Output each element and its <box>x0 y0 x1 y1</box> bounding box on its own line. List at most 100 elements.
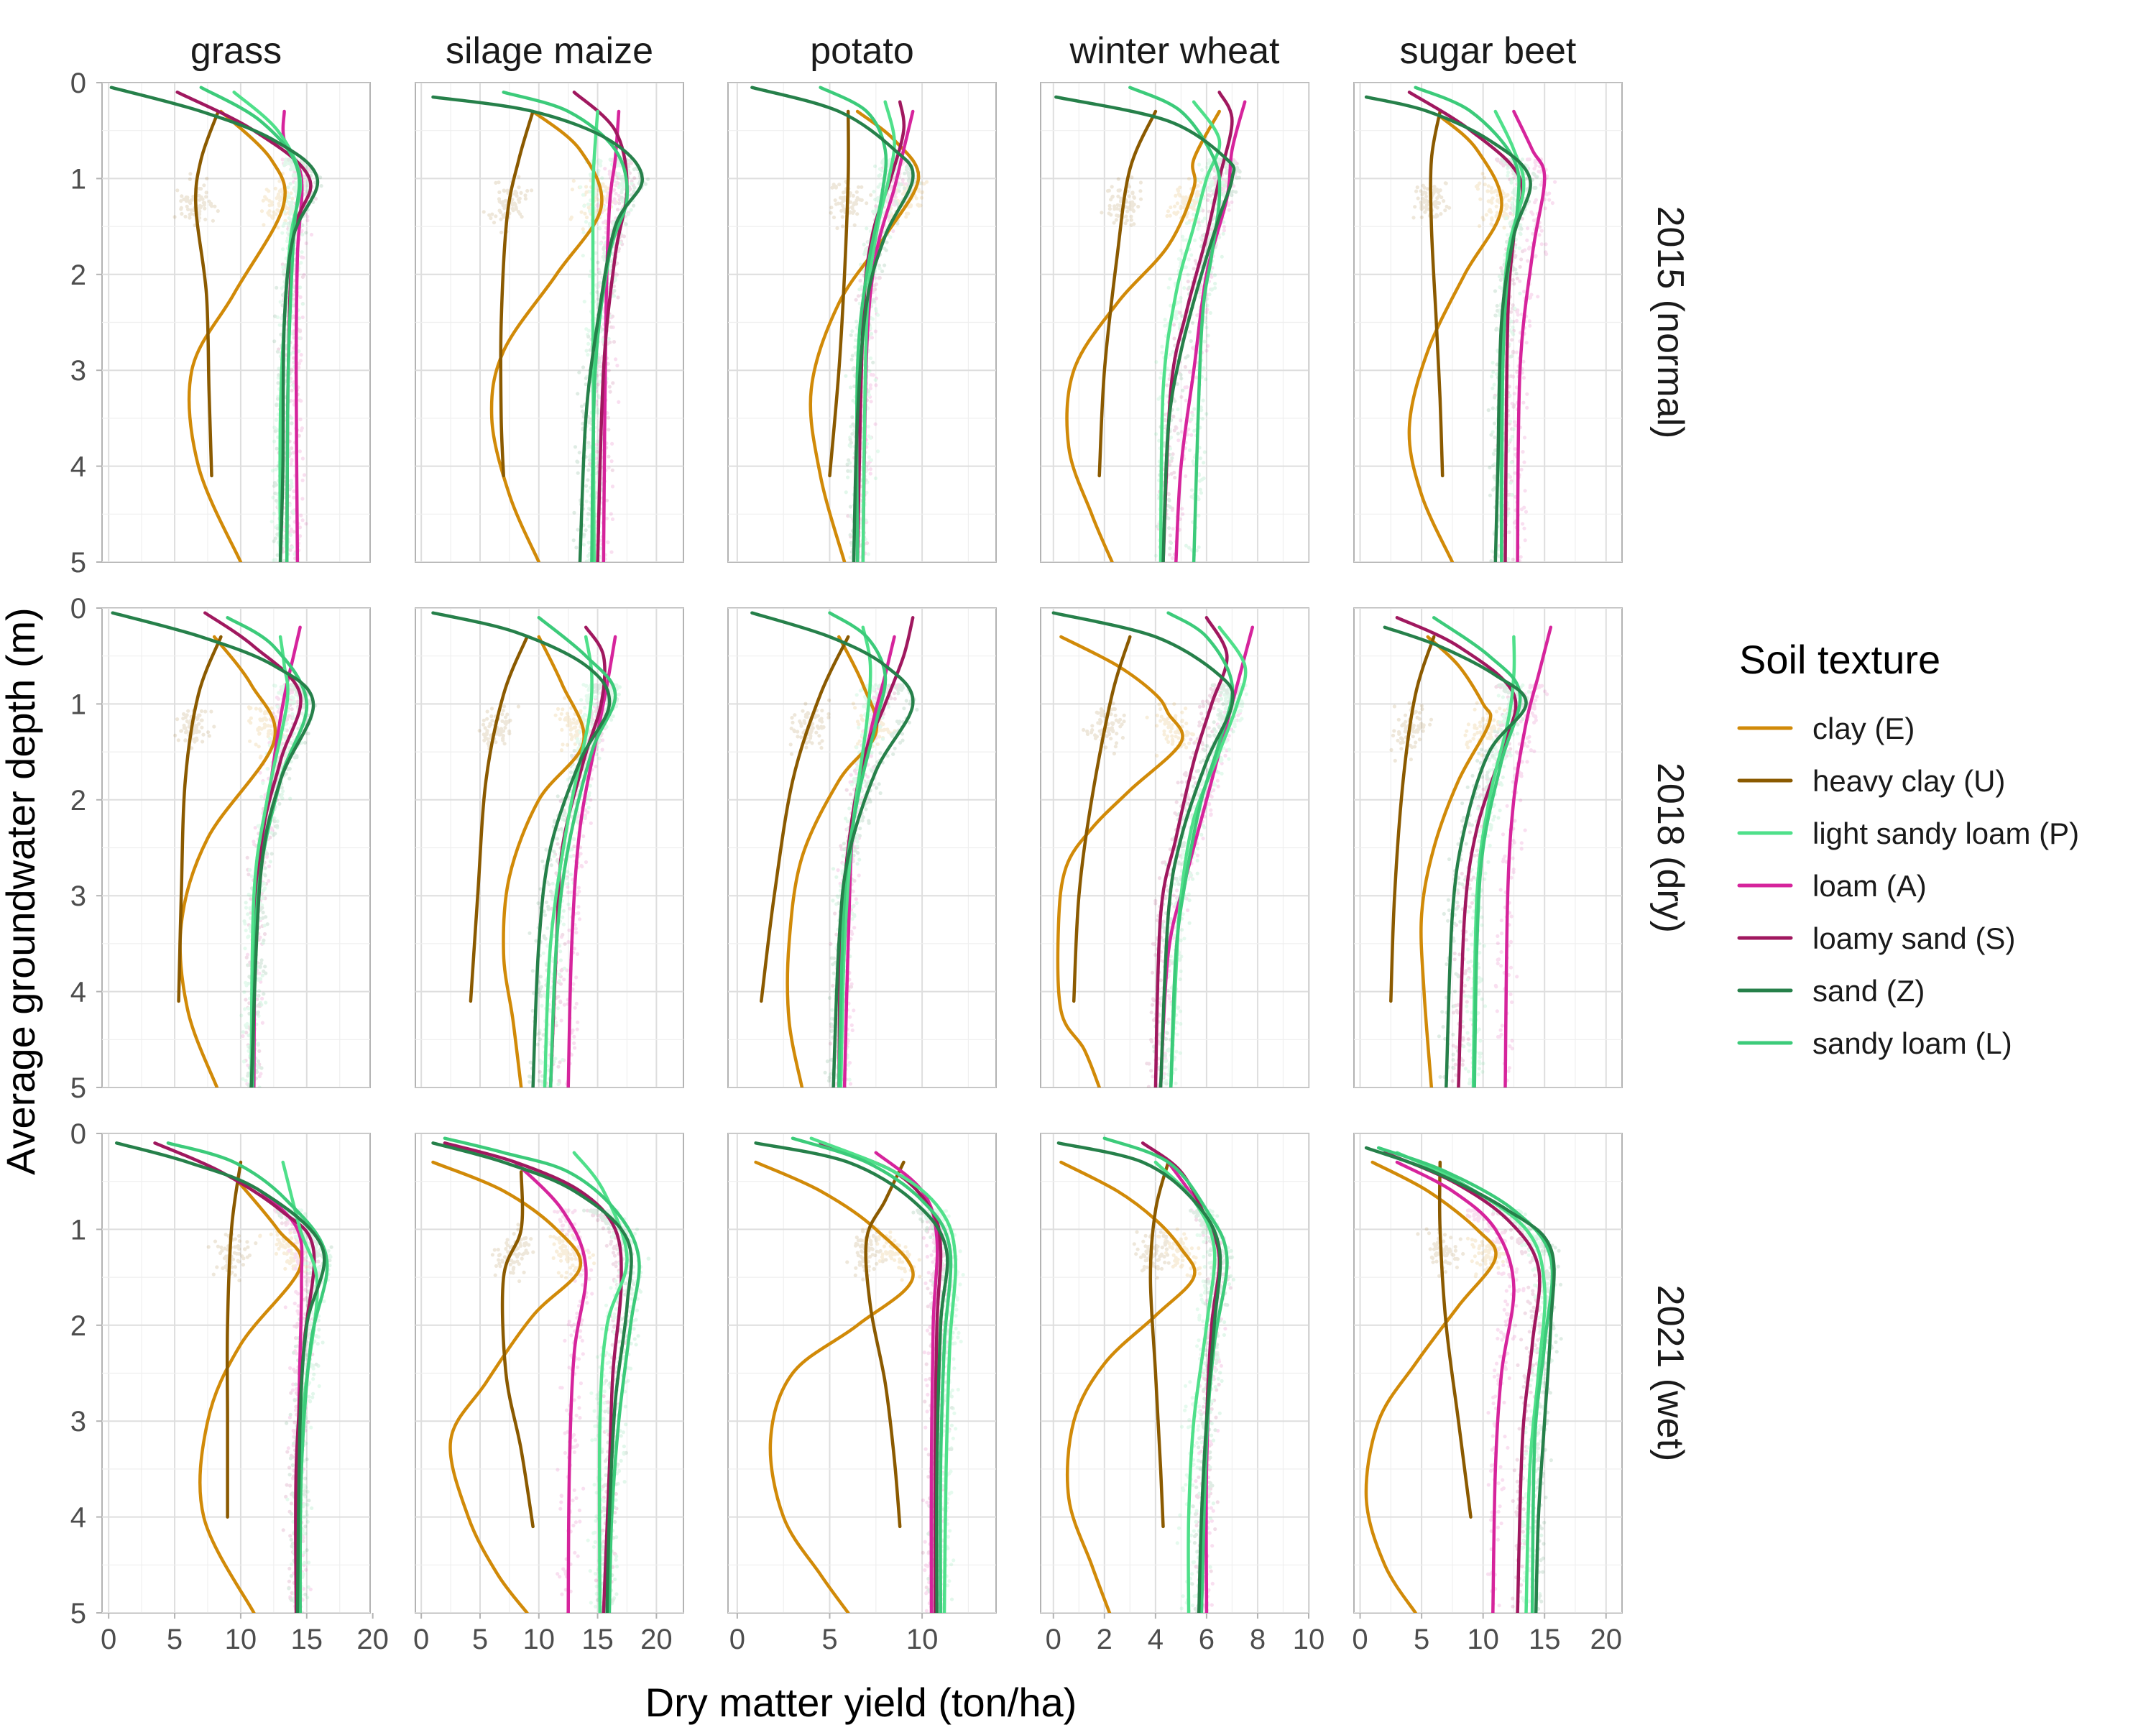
scatter-point <box>1514 245 1518 249</box>
scatter-point <box>289 398 293 403</box>
scatter-point <box>1502 226 1506 230</box>
scatter-point <box>273 714 277 719</box>
scatter-point <box>903 171 907 175</box>
scatter-point <box>300 497 305 501</box>
scatter-point <box>609 512 613 516</box>
scatter-point <box>274 212 278 216</box>
scatter-point <box>896 185 900 189</box>
curve-P <box>861 100 896 562</box>
scatter-point <box>275 349 280 354</box>
scatter-point <box>609 459 614 464</box>
scatter-point <box>304 231 308 235</box>
scatter-point <box>497 197 502 201</box>
scatter-point <box>1129 223 1133 227</box>
scatter-point <box>872 211 876 216</box>
scatter-point <box>1424 191 1428 196</box>
scatter-point <box>1507 530 1511 535</box>
scatter-point <box>1194 548 1199 553</box>
scatter-point <box>1494 313 1498 318</box>
scatter-point <box>1435 196 1439 201</box>
scatter-point <box>277 373 281 377</box>
scatter-point <box>597 360 602 364</box>
scatter-point <box>1202 366 1206 370</box>
scatter-point <box>1176 310 1180 315</box>
scatter-point <box>1179 395 1184 399</box>
scatter-point <box>586 468 591 472</box>
scatter-point <box>1497 308 1501 313</box>
scatter-point <box>1196 178 1200 183</box>
scatter-point <box>1222 185 1226 190</box>
scatter-point <box>206 730 211 735</box>
scatter-point <box>596 198 600 202</box>
scatter-point <box>180 194 184 198</box>
scatter-point <box>1519 226 1524 231</box>
scatter-point <box>885 240 889 244</box>
scatter-point <box>596 382 600 387</box>
scatter-point <box>293 170 298 175</box>
scatter-point <box>847 461 852 465</box>
curve-Z <box>1364 95 1532 562</box>
scatter-point <box>272 439 277 443</box>
scatter-point <box>610 441 614 446</box>
scatter-point <box>198 198 202 202</box>
scatter-point <box>1489 210 1493 214</box>
scatter-point <box>873 164 877 168</box>
scatter-point <box>1518 264 1522 269</box>
scatter-point <box>1497 547 1501 551</box>
scatter-point <box>191 730 196 735</box>
scatter-point <box>877 276 881 280</box>
scatter-point <box>897 185 901 190</box>
scatter-point <box>258 717 262 722</box>
scatter-point <box>880 166 885 170</box>
scatter-point <box>1183 198 1187 202</box>
scatter-point <box>866 391 870 395</box>
scatter-point <box>266 767 270 771</box>
scatter-point <box>1210 183 1215 187</box>
scatter-point <box>1434 215 1438 219</box>
scatter-point <box>280 157 285 162</box>
scatter-point <box>1171 414 1176 418</box>
scatter-point <box>1194 197 1199 201</box>
scatter-point <box>1519 467 1524 472</box>
scatter-point <box>620 181 625 186</box>
scatter-point <box>1197 497 1201 502</box>
scatter-point <box>845 462 849 466</box>
scatter-point <box>1518 231 1522 236</box>
scatter-point <box>1511 349 1516 354</box>
scatter-point <box>868 395 872 399</box>
scatter-point <box>290 510 295 515</box>
scatter-point <box>633 166 638 171</box>
scatter-point <box>877 174 881 178</box>
scatter-point <box>865 467 869 472</box>
strip-label-crop: potato <box>810 30 914 72</box>
scatter-point <box>901 183 906 187</box>
scatter-point <box>1206 344 1210 348</box>
scatter-point <box>1509 460 1514 464</box>
scatter-point <box>850 432 854 436</box>
scatter-point <box>1516 308 1520 313</box>
scatter-point <box>1114 218 1118 222</box>
scatter-point <box>194 727 198 732</box>
scatter-point <box>1199 405 1203 410</box>
scatter-point <box>1179 377 1184 381</box>
scatter-point <box>1221 178 1225 183</box>
scatter-point <box>601 254 605 259</box>
scatter-point <box>1222 178 1227 183</box>
scatter-point <box>1531 218 1537 223</box>
scatter-point <box>849 385 853 390</box>
scatter-point <box>1233 174 1238 178</box>
scatter-point <box>290 369 294 373</box>
scatter-point <box>298 398 302 402</box>
scatter-point <box>596 293 601 298</box>
scatter-point <box>1507 198 1511 203</box>
scatter-point <box>601 316 606 320</box>
scatter-point <box>865 490 869 495</box>
scatter-point <box>525 188 530 193</box>
scatter-point <box>621 181 625 185</box>
scatter-point <box>1514 423 1518 428</box>
scatter-point <box>1481 217 1485 221</box>
scatter-point <box>1189 488 1194 492</box>
scatter-point <box>1478 197 1483 201</box>
scatter-point <box>266 724 270 728</box>
